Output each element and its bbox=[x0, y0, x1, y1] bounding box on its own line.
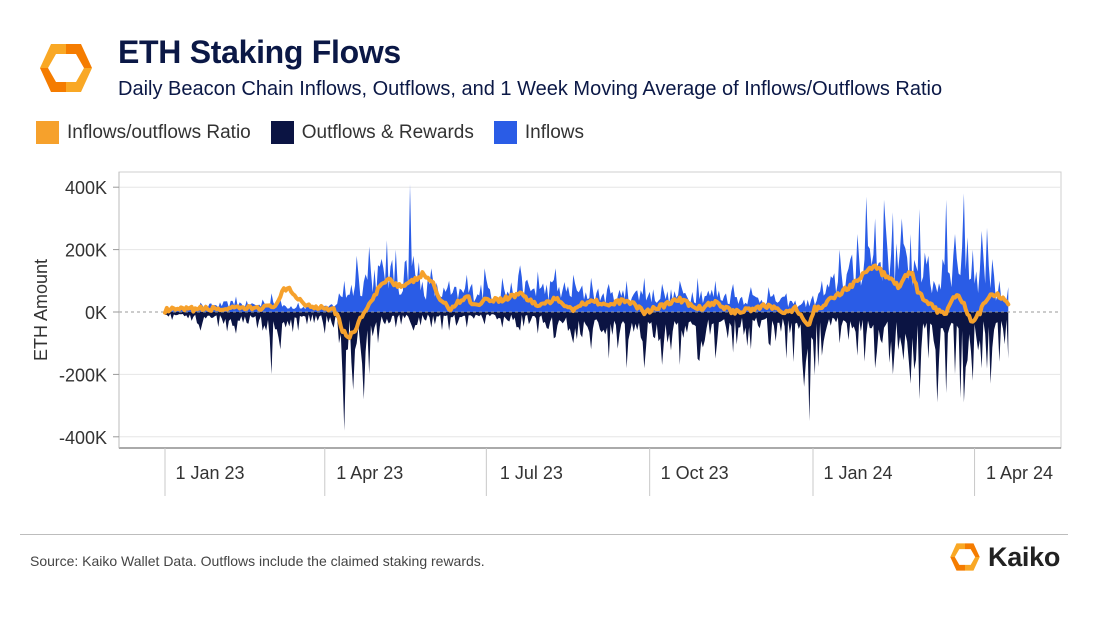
kaiko-logo-icon bbox=[40, 44, 92, 92]
x-tick-label: 1 Apr 24 bbox=[986, 463, 1053, 483]
brand: Kaiko bbox=[948, 541, 1060, 573]
legend-swatch-outflows bbox=[270, 121, 294, 144]
legend-item-inflows: Inflows bbox=[493, 121, 585, 144]
y-tick-label: -400K bbox=[59, 428, 107, 448]
x-tick-label: 1 Jan 24 bbox=[823, 463, 892, 483]
x-tick-label: 1 Apr 23 bbox=[336, 463, 403, 483]
source-note: Source: Kaiko Wallet Data. Outflows incl… bbox=[30, 553, 485, 569]
outflows-series bbox=[165, 312, 1009, 431]
y-tick-label: 0K bbox=[85, 303, 107, 323]
legend-label-outflows: Outflows & Rewards bbox=[301, 121, 474, 143]
x-tick-label: 1 Oct 23 bbox=[661, 463, 729, 483]
outflows-area bbox=[165, 312, 1009, 431]
brand-name: Kaiko bbox=[988, 541, 1061, 572]
chart-legend: Inflows/outflows Ratio Outflows & Reward… bbox=[36, 121, 604, 144]
ratio-series bbox=[163, 263, 1011, 340]
chart-title: ETH Staking Flows bbox=[118, 34, 401, 70]
legend-label-ratio: Inflows/outflows Ratio bbox=[67, 121, 251, 143]
y-tick-label: -200K bbox=[59, 365, 107, 385]
footer-divider bbox=[20, 534, 1068, 535]
y-axis-label: ETH Amount bbox=[31, 259, 51, 361]
x-tick-label: 1 Jan 23 bbox=[175, 463, 244, 483]
y-tick-label: 400K bbox=[65, 178, 107, 198]
y-tick-label: 200K bbox=[65, 241, 107, 261]
chart-subtitle: Daily Beacon Chain Inflows, Outflows, an… bbox=[118, 78, 943, 100]
legend-swatch-inflows bbox=[493, 121, 517, 144]
x-tick-label: 1 Jul 23 bbox=[500, 463, 563, 483]
legend-item-outflows: Outflows & Rewards bbox=[270, 121, 474, 144]
legend-item-ratio: Inflows/outflows Ratio bbox=[36, 121, 251, 144]
legend-label-inflows: Inflows bbox=[524, 121, 585, 143]
kaiko-brand-icon bbox=[950, 543, 980, 571]
ratio-line bbox=[163, 263, 1011, 340]
legend-swatch-ratio bbox=[36, 121, 59, 144]
x-ticks: 1 Jan 23 1 Apr 23 1 Jul 23 1 Oct 23 1 Jan 24… bbox=[164, 448, 1053, 496]
y-ticks: 400K 200K 0K -200K -400K bbox=[59, 178, 119, 448]
